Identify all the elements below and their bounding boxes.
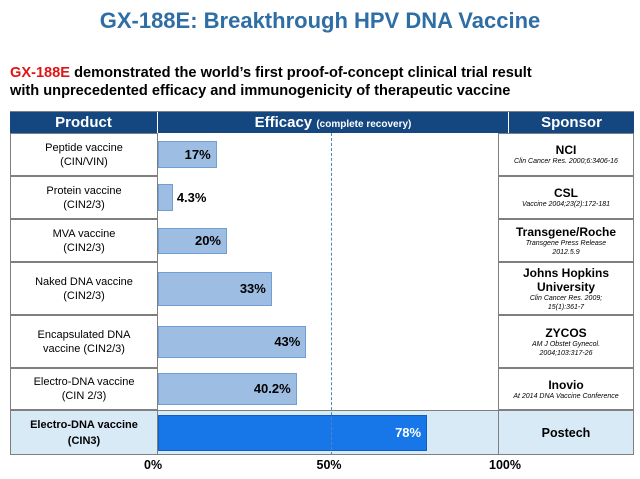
sponsor-citation: Clin Cancer Res. 2009; [529,294,603,302]
sponsor-citation: Clin Cancer Res. 2000;6:3406-16 [514,158,618,165]
header-efficacy: Efficacy (complete recovery) [158,112,508,134]
sponsor-cell: Johns Hopkins University Clin Cancer Res.… [498,262,634,315]
product-name-line2: (CIN2/3) [63,198,105,211]
efficacy-bar [158,141,217,168]
efficacy-value-label: 33% [239,281,266,296]
header-divider [508,112,509,134]
subtitle-highlight: GX-188E [10,65,71,81]
product-name-line1: MVA vaccine [52,227,116,240]
product-name-line1: Naked DNA vaccine [35,275,133,288]
efficacy-value-label: 78% [395,425,422,440]
efficacy-value-label: 4.3% [176,189,207,205]
product-cell: Electro-DNA vaccine (CIN3) [10,410,158,455]
sponsor-name: NCI [555,143,577,157]
efficacy-value-label: 40.2% [253,381,291,396]
sponsor-name: Postech [541,425,591,440]
sponsor-name: Johns Hopkins University [522,265,609,294]
sponsor-name: Inovio [548,377,584,392]
product-cell: Electro-DNA vaccine (CIN 2/3) [10,368,158,410]
efficacy-bar [158,373,297,405]
efficacy-value-label: 20% [194,233,221,248]
product-cell: Peptide vaccine (CIN/VIN) [10,133,158,176]
product-name-line2: vaccine (CIN2/3) [43,342,125,355]
x-tick-label: 100% [489,458,521,472]
subtitle-line1: demonstrated the world’s first proof-of-… [70,65,532,81]
sponsor-name: CSL [554,186,578,200]
product-name-line1: Protein vaccine [46,184,122,197]
sponsor-cell: Postech [498,410,634,455]
sponsor-cell: Transgene/Roche Transgene Press Release 20… [498,219,634,262]
product-name-line2: (CIN2/3) [63,289,105,302]
product-cell: Protein vaccine (CIN2/3) [10,176,158,219]
sponsor-cell: CSL Vaccine 2004;23(2):172-181 [498,176,634,219]
x-tick-label: 50% [316,458,342,472]
header-sponsor: Sponsor [541,114,602,131]
subtitle: GX-188E demonstrated the world’s first p… [10,64,634,100]
sponsor-citation: Transgene Press Release [525,239,607,247]
x-tick-label: 0% [144,458,163,472]
sponsor-citation-line2: 2004;103:317-26 [539,349,593,357]
sponsor-citation-line2: 15(1):361-7 [547,303,585,311]
sponsor-cell: ZYCOS AM J Obstet Gynecol. 2004;103:317-26 [498,315,634,368]
efficacy-bar [158,272,272,306]
efficacy-value-label: 43% [274,334,301,349]
product-name-line2: (CIN3) [67,434,101,447]
sponsor-citation: At 2014 DNA Vaccine Conference [513,392,619,400]
reference-line-50 [331,133,332,455]
slide-title: GX-188E: Breakthrough HPV DNA Vaccine [99,8,541,33]
product-cell: Encapsulated DNA vaccine (CIN2/3) [10,315,158,368]
sponsor-name: Transgene/Roche [515,224,617,239]
sponsor-citation-line2: 2012.5.9 [552,248,580,256]
efficacy-value-label: 17% [184,146,211,162]
product-name-line2: (CIN/VIN) [60,155,108,168]
efficacy-bar [158,415,428,451]
sponsor-citation: AM J Obstet Gynecol. [531,340,601,348]
header-efficacy-label: Efficacy [254,114,313,131]
sponsor-cell: NCI Clin Cancer Res. 2000;6:3406-16 [498,133,634,176]
subtitle-line2: with unprecedented efficacy and immunoge… [10,83,511,99]
product-name-line1: Encapsulated DNA [37,328,131,341]
header-efficacy-note: (complete recovery) [316,119,412,130]
efficacy-bar [158,184,173,211]
product-name-line1: Electro-DNA vaccine [33,376,135,388]
product-name-line2: (CIN2/3) [63,241,105,254]
product-name-line2: (CIN 2/3) [61,390,107,402]
sponsor-name: ZYCOS [545,325,587,340]
product-name-line1: Peptide vaccine [45,141,123,154]
product-cell: Naked DNA vaccine (CIN2/3) [10,262,158,315]
efficacy-bar [158,228,227,254]
sponsor-cell: Inovio At 2014 DNA Vaccine Conference [498,368,634,410]
table-header-row: Product Efficacy (complete recovery) Spo… [10,111,634,134]
header-divider [157,112,158,134]
product-name-line1: Electro-DNA vaccine [30,418,138,431]
efficacy-bar [158,326,307,358]
header-product: Product [55,114,112,131]
product-cell: MVA vaccine (CIN2/3) [10,219,158,262]
sponsor-citation: Vaccine 2004;23(2):172-181 [521,201,611,208]
